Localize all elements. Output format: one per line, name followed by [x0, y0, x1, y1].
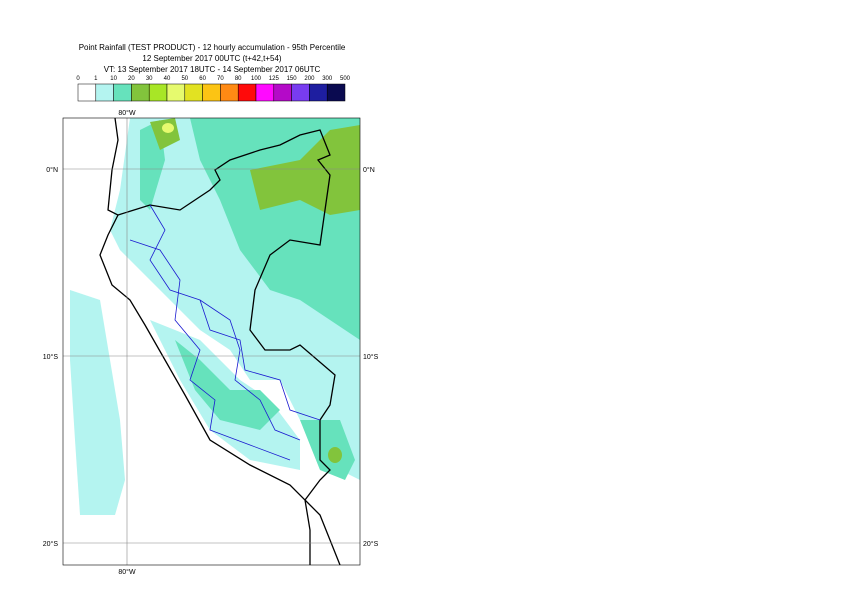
region-border: [199, 299, 321, 421]
legend-label: 10: [110, 76, 117, 82]
valid-time: VT: 13 September 2017 18UTC - 14 Septemb…: [104, 65, 321, 74]
lat-label: 20°S: [43, 540, 59, 548]
lat-label: 0°N: [46, 166, 58, 174]
region-border: [149, 204, 301, 441]
title: Point Rainfall (TEST PRODUCT) - 12 hourl…: [79, 43, 346, 52]
lon-label: 80°W: [118, 109, 136, 117]
legend-swatch: [202, 83, 221, 102]
legend-swatch: [291, 83, 310, 102]
legend-swatch: [237, 83, 257, 102]
legend-label: 125: [269, 76, 280, 82]
legend-label: 50: [181, 76, 188, 82]
legend-label: 300: [322, 76, 333, 82]
legend-swatch: [220, 83, 239, 102]
border: [304, 499, 341, 565]
rain-heavy: [250, 125, 360, 215]
lon-label: 80°W: [118, 568, 136, 576]
legend-swatch: [255, 83, 275, 102]
lat-label: 10°S: [363, 353, 379, 361]
lat-label: 0°N: [363, 166, 375, 174]
legend-swatch: [326, 83, 346, 102]
legend-label: 0: [76, 76, 80, 82]
legend-label: 30: [146, 76, 153, 82]
legend-label: 1: [94, 76, 98, 82]
legend-swatch: [95, 83, 114, 102]
legend-label: 100: [251, 76, 262, 82]
legend-swatch: [148, 83, 168, 102]
map: [63, 118, 360, 565]
legend-swatch: [131, 83, 150, 102]
border: [117, 129, 336, 501]
map-frame: [62, 117, 361, 566]
legend-label: 60: [199, 76, 206, 82]
legend-swatch: [309, 83, 328, 102]
rain-light: [70, 290, 125, 515]
legend-label: 70: [217, 76, 224, 82]
legend-label: 500: [340, 76, 351, 82]
legend-label: 200: [304, 76, 315, 82]
legend-swatch: [273, 83, 292, 102]
legend-label: 40: [164, 76, 171, 82]
legend-swatch: [77, 83, 97, 102]
rain-heavy: [328, 447, 342, 463]
rain-peak: [162, 123, 174, 133]
rain-mid: [175, 340, 280, 430]
legend-swatch: [113, 83, 132, 102]
legend-label: 150: [287, 76, 298, 82]
lat-label: 20°S: [363, 540, 379, 548]
lat-label: 10°S: [43, 353, 59, 361]
region-border: [129, 239, 291, 461]
legend-swatch: [166, 83, 186, 102]
legend: 0 1 10 20 30 40 50 60 70 80 100 125 150 200 300 500: [76, 76, 351, 102]
coastline: [99, 118, 311, 565]
base-time: 12 September 2017 00UTC (t+42,t+54): [142, 54, 282, 63]
legend-swatch: [184, 83, 203, 102]
legend-label: 20: [128, 76, 135, 82]
rain-mid: [300, 420, 355, 480]
legend-label: 80: [235, 76, 242, 82]
